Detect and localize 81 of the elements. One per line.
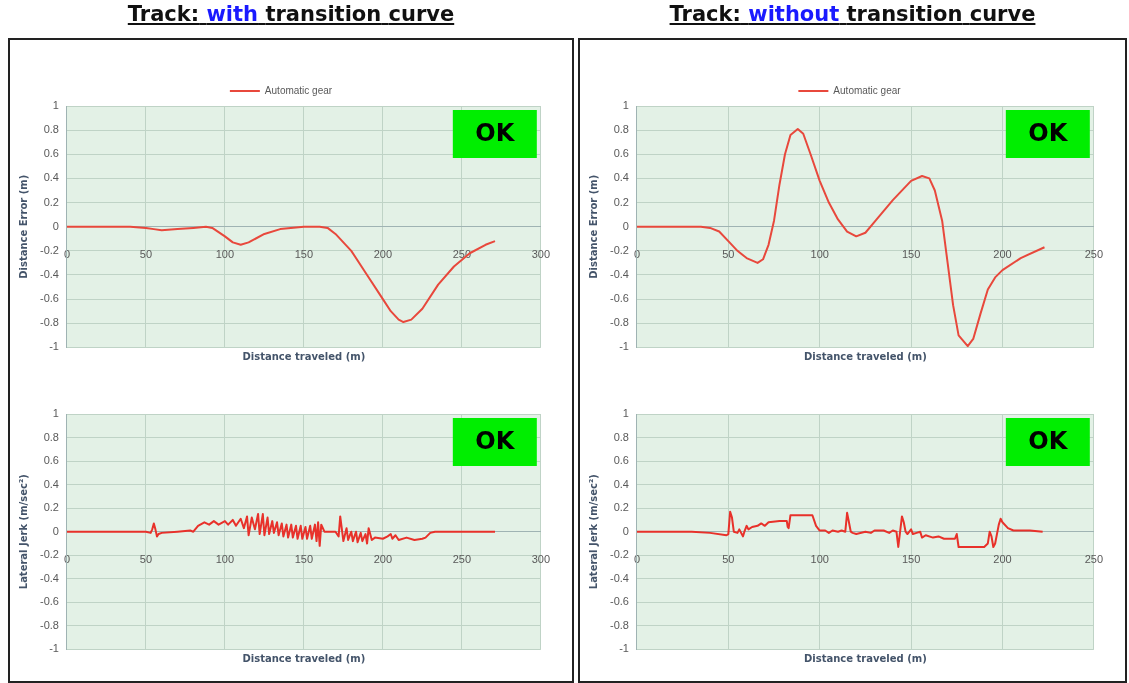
- x-tick-label: 250: [452, 553, 472, 566]
- y-tick-label: 1: [622, 407, 629, 420]
- y-axis-title: Lateral Jerk (m/sec²): [587, 474, 599, 590]
- x-tick-label: 250: [1084, 553, 1103, 566]
- x-tick-label: 300: [531, 248, 550, 261]
- y-axis-title: Lateral Jerk (m/sec²): [17, 474, 29, 590]
- y-tick-label: -0.4: [609, 571, 629, 584]
- x-axis-title: Distance traveled (m): [241, 351, 367, 363]
- y-tick-label: 0.2: [613, 195, 629, 208]
- x-tick-label: 200: [373, 248, 393, 261]
- x-tick-label: 150: [294, 248, 314, 261]
- legend-label: Automatic gear: [264, 84, 333, 96]
- y-tick-label: -0.4: [39, 268, 59, 281]
- y-tick-label: 0.4: [43, 477, 59, 490]
- x-tick-label: 150: [294, 553, 314, 566]
- y-tick-label: 0.6: [613, 454, 629, 467]
- chart-title: Track: without transition curve: [669, 2, 1036, 26]
- y-tick-label: 0.2: [43, 195, 59, 208]
- x-tick-label: 100: [810, 248, 829, 261]
- chart-title: Track: with transition curve: [127, 2, 455, 26]
- y-tick-label: -0.6: [39, 595, 59, 608]
- y-tick-label: 0.8: [613, 123, 629, 136]
- x-tick-label: 100: [810, 553, 829, 566]
- y-tick-label: -0.8: [609, 316, 629, 329]
- y-tick-label: -0.6: [609, 595, 629, 608]
- y-tick-label: -0.2: [609, 243, 629, 256]
- y-tick-label: -0.2: [39, 548, 59, 561]
- y-tick-label: 0.8: [43, 430, 59, 443]
- y-axis-title: Distance Error (m): [17, 174, 29, 279]
- y-tick-label: 0: [52, 219, 59, 232]
- y-tick-label: -0.2: [609, 548, 629, 561]
- y-tick-label: -0.8: [609, 618, 629, 631]
- y-tick-label: 1: [622, 99, 629, 112]
- y-tick-label: 0.4: [613, 477, 629, 490]
- annotation: OK: [475, 119, 516, 148]
- y-tick-label: 0.2: [613, 501, 629, 514]
- legend-label: Automatic gear: [833, 84, 902, 96]
- y-tick-label: 0: [622, 219, 629, 232]
- x-tick-label: 200: [373, 553, 393, 566]
- y-axis-title: Distance Error (m): [587, 174, 599, 279]
- y-tick-label: 0.2: [43, 501, 59, 514]
- y-tick-label: 0.4: [613, 171, 629, 184]
- y-tick-label: 1: [52, 99, 59, 112]
- x-tick-label: 50: [139, 248, 153, 261]
- y-tick-label: -0.2: [39, 243, 59, 256]
- x-tick-label: 200: [993, 248, 1012, 261]
- x-tick-label: 100: [215, 553, 235, 566]
- x-axis-title: Distance traveled (m): [803, 351, 928, 363]
- y-tick-label: 0.8: [43, 123, 59, 136]
- y-tick-label: -1: [619, 642, 629, 655]
- y-tick-label: -0.6: [39, 292, 59, 305]
- annotation: OK: [1028, 119, 1069, 148]
- y-tick-label: 0.8: [613, 430, 629, 443]
- x-tick-label: 50: [722, 248, 735, 261]
- x-tick-label: 300: [531, 553, 550, 566]
- y-tick-label: 0: [52, 524, 59, 537]
- x-tick-label: 150: [901, 553, 921, 566]
- x-tick-label: 50: [722, 553, 735, 566]
- x-tick-label: 150: [901, 248, 921, 261]
- y-tick-label: -0.4: [39, 571, 59, 584]
- y-tick-label: -0.8: [39, 618, 59, 631]
- annotation: OK: [1028, 427, 1069, 456]
- x-tick-label: 250: [1084, 248, 1103, 261]
- x-axis-title: Distance traveled (m): [241, 653, 367, 665]
- y-tick-label: 0: [622, 524, 629, 537]
- y-tick-label: 0.4: [43, 171, 59, 184]
- y-tick-label: -0.8: [39, 316, 59, 329]
- annotation: OK: [475, 427, 516, 456]
- x-tick-label: 50: [139, 553, 153, 566]
- y-tick-label: 0.6: [43, 454, 59, 467]
- y-tick-label: -0.4: [609, 268, 629, 281]
- y-tick-label: -1: [49, 642, 59, 655]
- y-tick-label: 0.6: [43, 147, 59, 160]
- y-tick-label: -1: [619, 340, 629, 353]
- x-tick-label: 200: [993, 553, 1012, 566]
- y-tick-label: 1: [52, 407, 59, 420]
- x-tick-label: 100: [215, 248, 235, 261]
- y-tick-label: -1: [49, 340, 59, 353]
- y-tick-label: -0.6: [609, 292, 629, 305]
- x-axis-title: Distance traveled (m): [803, 653, 928, 665]
- y-tick-label: 0.6: [613, 147, 629, 160]
